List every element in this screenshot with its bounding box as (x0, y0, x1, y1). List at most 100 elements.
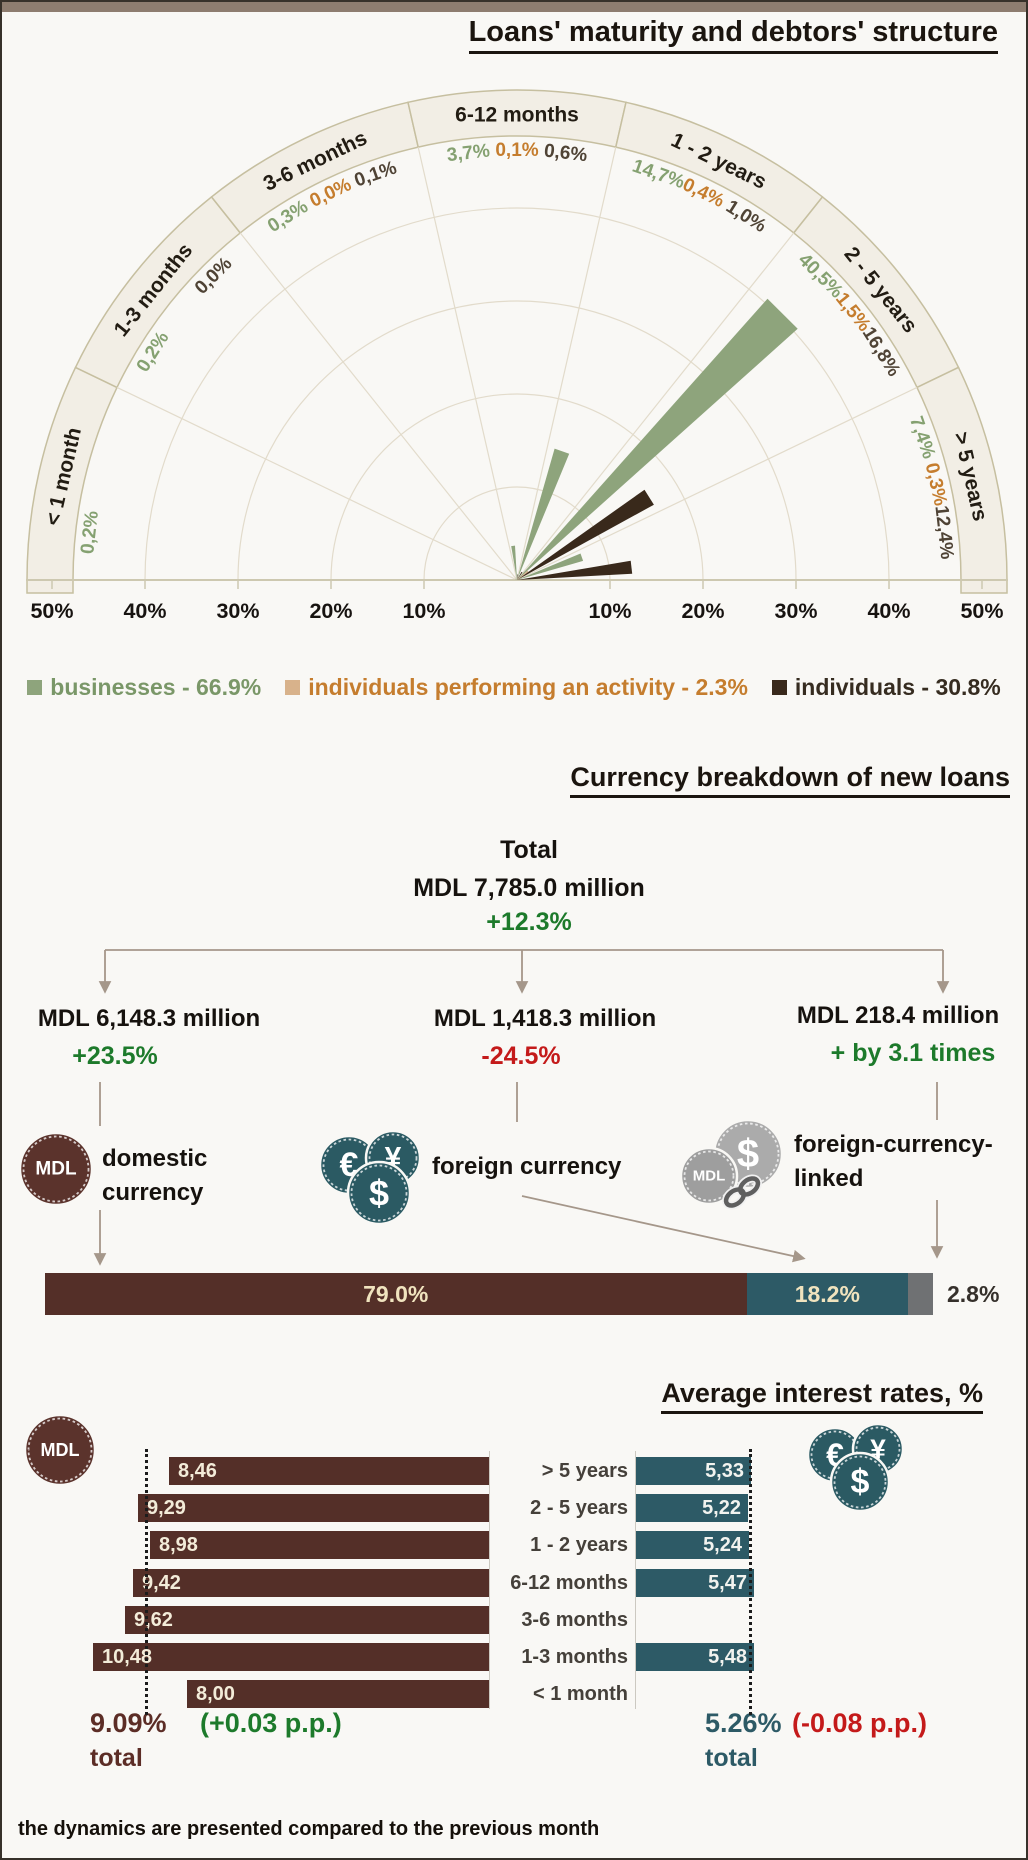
bar-segment-label: 79.0% (363, 1280, 429, 1307)
domestic-currency-caption: domestic currency (102, 1145, 208, 1206)
polar-grid-radial (417, 146, 518, 581)
svg-text:¥: ¥ (385, 1142, 402, 1175)
legend-item-individuals-performing-an-activity: individuals performing an activity - 2.3… (285, 674, 748, 701)
mdl-total-word: total (90, 1744, 143, 1772)
wedge-businesses (517, 298, 798, 580)
fx-rate-value: 5,33 (705, 1460, 744, 1482)
euro-coin-icon: € (318, 1134, 380, 1196)
maturity-sector-label: 6-12 months (455, 104, 579, 127)
polar-grid-arc (237, 300, 797, 581)
bar-segment-domestic-currency: 79.0% (45, 1273, 747, 1315)
currency-breakdown-title: Currency breakdown of new loans (570, 762, 1010, 798)
svg-text:MDL: MDL (693, 1168, 726, 1185)
svg-text:MDL: MDL (35, 1159, 77, 1180)
polar-grid-radial (239, 232, 518, 581)
mdl-coin-icon: MDL (18, 1131, 94, 1207)
wedge-value-label: 0,6% (543, 140, 589, 166)
rate-category-label: 6-12 months (510, 1572, 628, 1594)
rate-category-label: 1-3 months (521, 1646, 628, 1668)
fx-rate-value: 5,22 (702, 1497, 741, 1519)
wedge-individuals (517, 574, 518, 580)
fx-rate-bar: 5,48 (636, 1643, 754, 1671)
interest-rates-chart: 8,46 > 5 years 5,33 9,29 2 - 5 years 5,22 8,98… (2, 1457, 1026, 1719)
fx-rate-change: (-0.08 p.p.) (792, 1708, 928, 1738)
fx-average-rate: 5.26% (705, 1708, 782, 1738)
domestic-currency-value: MDL 6,148.3 million (37, 1005, 261, 1032)
foreign-currency-linked-value: MDL 218.4 million (796, 1002, 1000, 1029)
polar-axis-label: 30% (774, 599, 817, 623)
maturity-chart-title: Loans' maturity and debtors' structure (468, 16, 998, 54)
polar-grid-arc (423, 486, 611, 581)
wedge-businesses (515, 578, 517, 580)
rate-category-label: > 5 years (541, 1460, 628, 1482)
polar-axis-label: 20% (681, 599, 724, 623)
polar-axis-label: 40% (123, 599, 166, 623)
svg-text:€: € (340, 1146, 359, 1184)
legend-label: individuals - 30.8% (794, 674, 1001, 700)
mdl-rate-value: 9,42 (142, 1572, 181, 1594)
mdl-rate-value: 8,98 (159, 1534, 198, 1556)
mdl-rate-value: 9,62 (134, 1609, 173, 1631)
svg-text:$: $ (737, 1132, 759, 1176)
fx-rate-value: 5,47 (708, 1572, 747, 1594)
yen-coin-icon: ¥ (364, 1129, 422, 1187)
mdl-chart-axis-line (489, 1451, 490, 1709)
total-change: +12.3% (486, 908, 572, 936)
legend-swatch (285, 680, 301, 695)
rate-category-label: 2 - 5 years (530, 1497, 628, 1519)
fx-rate-bar: 5,22 (636, 1494, 748, 1522)
bar-segment-foreign-currency: 18.2% (746, 1273, 909, 1315)
total-label: Total (500, 836, 558, 864)
mdl-rate-value: 9,29 (147, 1497, 186, 1519)
wedge-businesses (517, 553, 584, 580)
wedge-value-label: 0,1% (495, 140, 538, 161)
polar-axis-label: 50% (960, 599, 1003, 623)
wedge-value-label: 0,2% (77, 510, 103, 555)
legend-label: businesses - 66.9% (50, 674, 262, 700)
mdl-average-rate: 9.09% (90, 1708, 167, 1738)
dollar-coin-icon: $ (346, 1160, 412, 1226)
bar-segment-label: 18.2% (794, 1280, 860, 1307)
wedge-businesses (511, 545, 517, 580)
mdl-rate-change: (+0.03 p.p.) (200, 1708, 342, 1738)
ring-end-tab-right (960, 579, 1008, 594)
mdl-rate-value: 8,00 (196, 1683, 235, 1705)
polar-grid-arc (330, 393, 704, 581)
polar-axis-label: 10% (402, 599, 445, 623)
total-value: MDL 7,785.0 million (413, 874, 645, 902)
polar-grid-radial (516, 146, 617, 581)
legend-label: individuals performing an activity - 2.3… (308, 674, 748, 700)
interest-rates-title: Average interest rates, % (661, 1378, 983, 1414)
polar-grid-arc (144, 207, 890, 581)
rate-category-label: 1 - 2 years (530, 1534, 628, 1556)
foreign-currency-caption: foreign currency (432, 1153, 622, 1180)
fx-total-word: total (705, 1744, 758, 1772)
legend-item-businesses: businesses - 66.9% (27, 674, 261, 701)
maturity-legend: businesses - 66.9% individuals performing… (2, 674, 1026, 701)
ring-end-tab-left (26, 579, 74, 594)
polar-grid-radial (516, 232, 795, 581)
wedge-value-label: 12,4% (930, 505, 957, 561)
legend-swatch (771, 680, 787, 695)
polar-axis-label: 30% (216, 599, 259, 623)
mdl-rate-bar: 8,00 (187, 1680, 489, 1708)
wedge-individuals-performing-an-activity (517, 579, 520, 580)
domestic-currency-change: +23.5% (72, 1042, 158, 1070)
mdl-rate-bar: 8,98 (150, 1531, 489, 1559)
polar-grid-radial (116, 386, 518, 581)
polar-axis-label: 50% (30, 599, 73, 623)
fx-rate-value: 5,24 (703, 1534, 742, 1556)
mdl-rate-value: 10,48 (102, 1646, 153, 1668)
wedge-individuals-performing-an-activity (517, 570, 529, 580)
bar-segment-foreign-currency-linked (908, 1273, 933, 1315)
fx-rate-value: 5,48 (708, 1646, 747, 1668)
rate-category-label: < 1 month (532, 1683, 628, 1705)
wedge-value-label: 3,7% (446, 140, 492, 166)
polar-axis-label: 10% (588, 599, 631, 623)
foreign-currency-value: MDL 1,418.3 million (433, 1005, 657, 1032)
currency-stacked-bar: 79.0% 18.2% (45, 1273, 933, 1315)
connector-line (521, 1195, 806, 1263)
fx-linked-share-label: 2.8% (947, 1281, 1000, 1307)
top-bar (2, 2, 1026, 12)
